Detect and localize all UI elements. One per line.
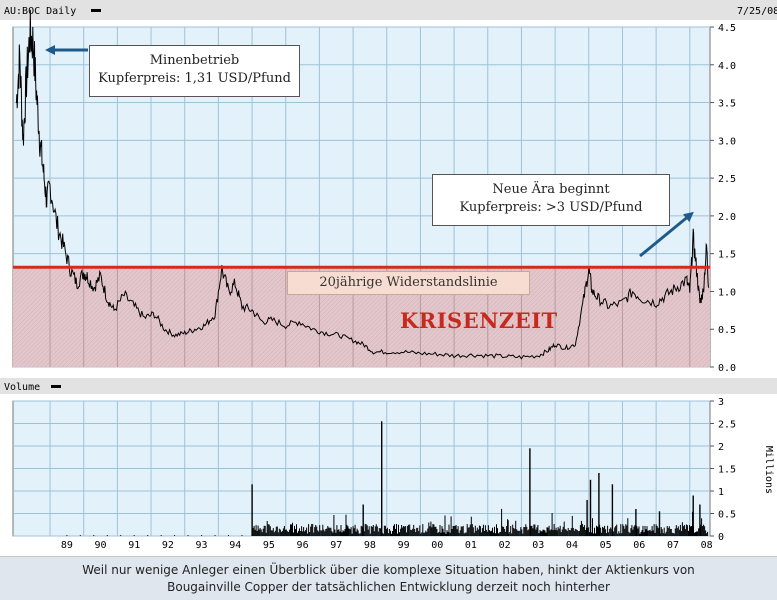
volume-y-tick-label: 2.5 bbox=[718, 420, 736, 431]
x-tick-label: 91 bbox=[128, 540, 140, 551]
x-tick-label: 03 bbox=[532, 540, 544, 551]
volume-y-label: Millions bbox=[763, 446, 774, 494]
price-grid-overlay bbox=[49, 268, 691, 367]
price-y-tick-label: 2.5 bbox=[718, 174, 736, 185]
callout-mining-line2: Kupferpreis: 1,31 USD/Pfund bbox=[98, 71, 291, 86]
x-tick-label: 02 bbox=[499, 540, 511, 551]
price-y-tick-label: 0.5 bbox=[718, 325, 736, 336]
x-tick-label: 98 bbox=[364, 540, 376, 551]
price-y-tick-label: 4.5 bbox=[718, 23, 736, 34]
x-tick-label: 00 bbox=[431, 540, 443, 551]
price-header-menu-icon[interactable] bbox=[91, 9, 101, 12]
callout-new-era-line2: Kupferpreis: >3 USD/Pfund bbox=[459, 200, 643, 215]
volume-bars bbox=[66, 421, 709, 536]
callout-mining: Minenbetrieb Kupferpreis: 1,31 USD/Pfund bbox=[89, 45, 300, 97]
volume-y-tick-label: 1.5 bbox=[718, 465, 736, 476]
x-tick-label: 89 bbox=[61, 540, 73, 551]
volume-y-tick-label: 0.5 bbox=[718, 510, 736, 521]
price-header-date: 7/25/08 bbox=[737, 6, 777, 17]
resistance-label: 20jährige Widerstandslinie bbox=[287, 271, 530, 295]
price-y-tick-label: 3.5 bbox=[718, 99, 736, 110]
price-y-tick-label: 4.0 bbox=[718, 61, 736, 72]
price-y-tick-label: 2.0 bbox=[718, 212, 736, 223]
crisis-label: KRISENZEIT bbox=[400, 308, 558, 333]
x-tick-label: 93 bbox=[196, 540, 208, 551]
price-y-axis: 4.5 4.0 3.5 3.0 2.5 2.0 1.5 1.0 0.5 0.0 bbox=[710, 23, 736, 374]
x-tick-label: 95 bbox=[263, 540, 275, 551]
x-tick-label: 08 bbox=[701, 540, 713, 551]
x-tick-label: 01 bbox=[465, 540, 477, 551]
caption-line2: Bougainville Copper der tatsächlichen En… bbox=[167, 580, 610, 594]
volume-y-tick-label: 0 bbox=[718, 532, 724, 543]
callout-new-era-line1: Neue Ära beginnt bbox=[492, 182, 610, 197]
right-arrow bbox=[639, 211, 694, 258]
price-y-tick-label: 3.0 bbox=[718, 136, 736, 147]
x-tick-label: 92 bbox=[162, 540, 174, 551]
x-tick-label: 99 bbox=[398, 540, 410, 551]
caption: Weil nur wenige Anleger einen Überblick … bbox=[0, 556, 777, 600]
x-tick-label: 97 bbox=[330, 540, 342, 551]
price-y-tick-label: 1.0 bbox=[718, 287, 736, 298]
x-tick-label: 07 bbox=[667, 540, 679, 551]
volume-y-axis: 3 2.5 2 1.5 1 0.5 0 bbox=[710, 397, 736, 543]
volume-header-menu-icon[interactable] bbox=[51, 385, 61, 388]
caption-line1: Weil nur wenige Anleger einen Überblick … bbox=[82, 563, 695, 577]
price-header-bar bbox=[0, 0, 777, 20]
callout-new-era: Neue Ära beginnt Kupferpreis: >3 USD/Pfu… bbox=[432, 174, 670, 226]
x-tick-label: 94 bbox=[229, 540, 241, 551]
volume-header-bar bbox=[0, 378, 777, 394]
x-tick-label: 96 bbox=[297, 540, 309, 551]
price-series-line bbox=[15, 9, 710, 360]
volume-y-tick-label: 3 bbox=[718, 397, 724, 408]
price-y-tick-label: 1.5 bbox=[718, 250, 736, 261]
x-axis: 89 90 91 92 93 94 95 96 97 98 99 00 01 02 03 04 05 06 07 08 bbox=[61, 540, 713, 551]
callout-mining-line1: Minenbetrieb bbox=[149, 53, 240, 68]
volume-y-tick-label: 2 bbox=[718, 442, 724, 453]
x-tick-label: 06 bbox=[633, 540, 645, 551]
price-y-tick-label: 0.0 bbox=[718, 363, 736, 374]
price-header-symbol: AU:BOC Daily bbox=[4, 6, 76, 17]
volume-y-tick-label: 1 bbox=[718, 487, 724, 498]
volume-header-label: Volume bbox=[4, 382, 40, 393]
x-tick-label: 05 bbox=[600, 540, 612, 551]
x-tick-label: 90 bbox=[95, 540, 107, 551]
x-tick-label: 04 bbox=[566, 540, 578, 551]
